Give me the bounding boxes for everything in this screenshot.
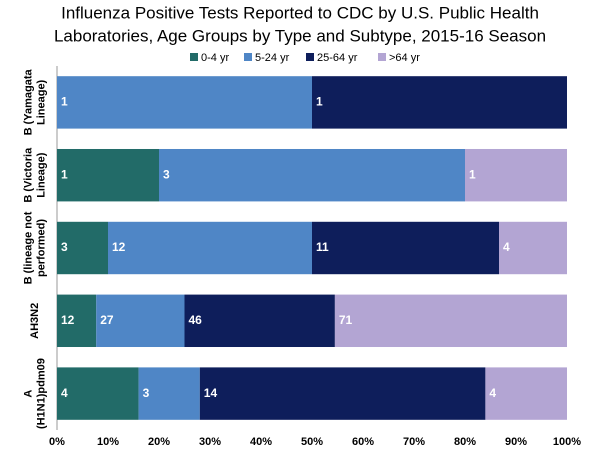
bar-segment (312, 76, 567, 129)
bar-segment (312, 221, 499, 275)
x-tick-label: 50% (301, 436, 323, 448)
legend-label: >64 yr (389, 52, 420, 64)
x-tick-label: 100% (553, 436, 581, 448)
bar-segment (57, 294, 97, 348)
y-tick-label: AH3N2 (29, 303, 41, 339)
bar-segment (57, 221, 108, 275)
legend-swatch (306, 53, 314, 61)
legend-swatch (244, 53, 252, 61)
y-tick-label: B (lineage notperformed) (22, 211, 47, 284)
data-label: 12 (61, 313, 75, 327)
data-label: 71 (339, 313, 353, 327)
x-tick-label: 80% (454, 436, 476, 448)
data-label: 46 (189, 313, 203, 327)
x-tick-label: 0% (49, 436, 65, 448)
data-label: 1 (316, 95, 323, 109)
legend-label: 5-24 yr (255, 52, 290, 64)
bar-segment (199, 367, 486, 420)
data-label: 1 (61, 167, 68, 181)
y-tick-label: B (YamagataLineage) (22, 69, 47, 136)
x-tick-label: 30% (199, 436, 221, 448)
bar-segment (57, 76, 312, 129)
data-label: 3 (61, 240, 68, 254)
bar-segment (485, 367, 567, 420)
data-label: 3 (163, 167, 170, 181)
bar-segment (334, 294, 567, 348)
bar-segment (57, 148, 159, 202)
legend-label: 25-64 yr (317, 52, 358, 64)
bar-segment (57, 367, 139, 420)
x-tick-label: 20% (148, 436, 170, 448)
bar-segment (159, 148, 465, 202)
bar-segment (465, 148, 567, 202)
x-tick-label: 40% (250, 436, 272, 448)
data-label: 14 (204, 386, 218, 400)
x-tick-label: 90% (505, 436, 527, 448)
data-label: 1 (469, 167, 476, 181)
legend-label: 0-4 yr (201, 52, 229, 64)
bar-segment (184, 294, 335, 348)
data-label: 1 (61, 95, 68, 109)
data-label: 12 (112, 240, 126, 254)
bar-segment (499, 221, 567, 275)
legend-swatch (378, 53, 386, 61)
data-label: 27 (100, 313, 114, 327)
bar-segment (108, 221, 312, 275)
x-tick-label: 70% (403, 436, 425, 448)
bar-segment (138, 367, 200, 420)
data-label: 4 (503, 240, 510, 254)
y-tick-label: A(H1N1)pdm09 (22, 358, 47, 429)
data-label: 4 (61, 386, 68, 400)
data-label: 3 (143, 386, 150, 400)
data-label: 11 (316, 240, 329, 254)
legend-swatch (190, 53, 198, 61)
chart-title: Influenza Positive Tests Reported to CDC… (54, 4, 546, 46)
y-tick-label: B (VictoriaLineage) (22, 147, 47, 203)
x-tick-label: 60% (352, 436, 374, 448)
bar-segment (96, 294, 185, 348)
data-label: 4 (489, 386, 496, 400)
x-tick-label: 10% (97, 436, 119, 448)
